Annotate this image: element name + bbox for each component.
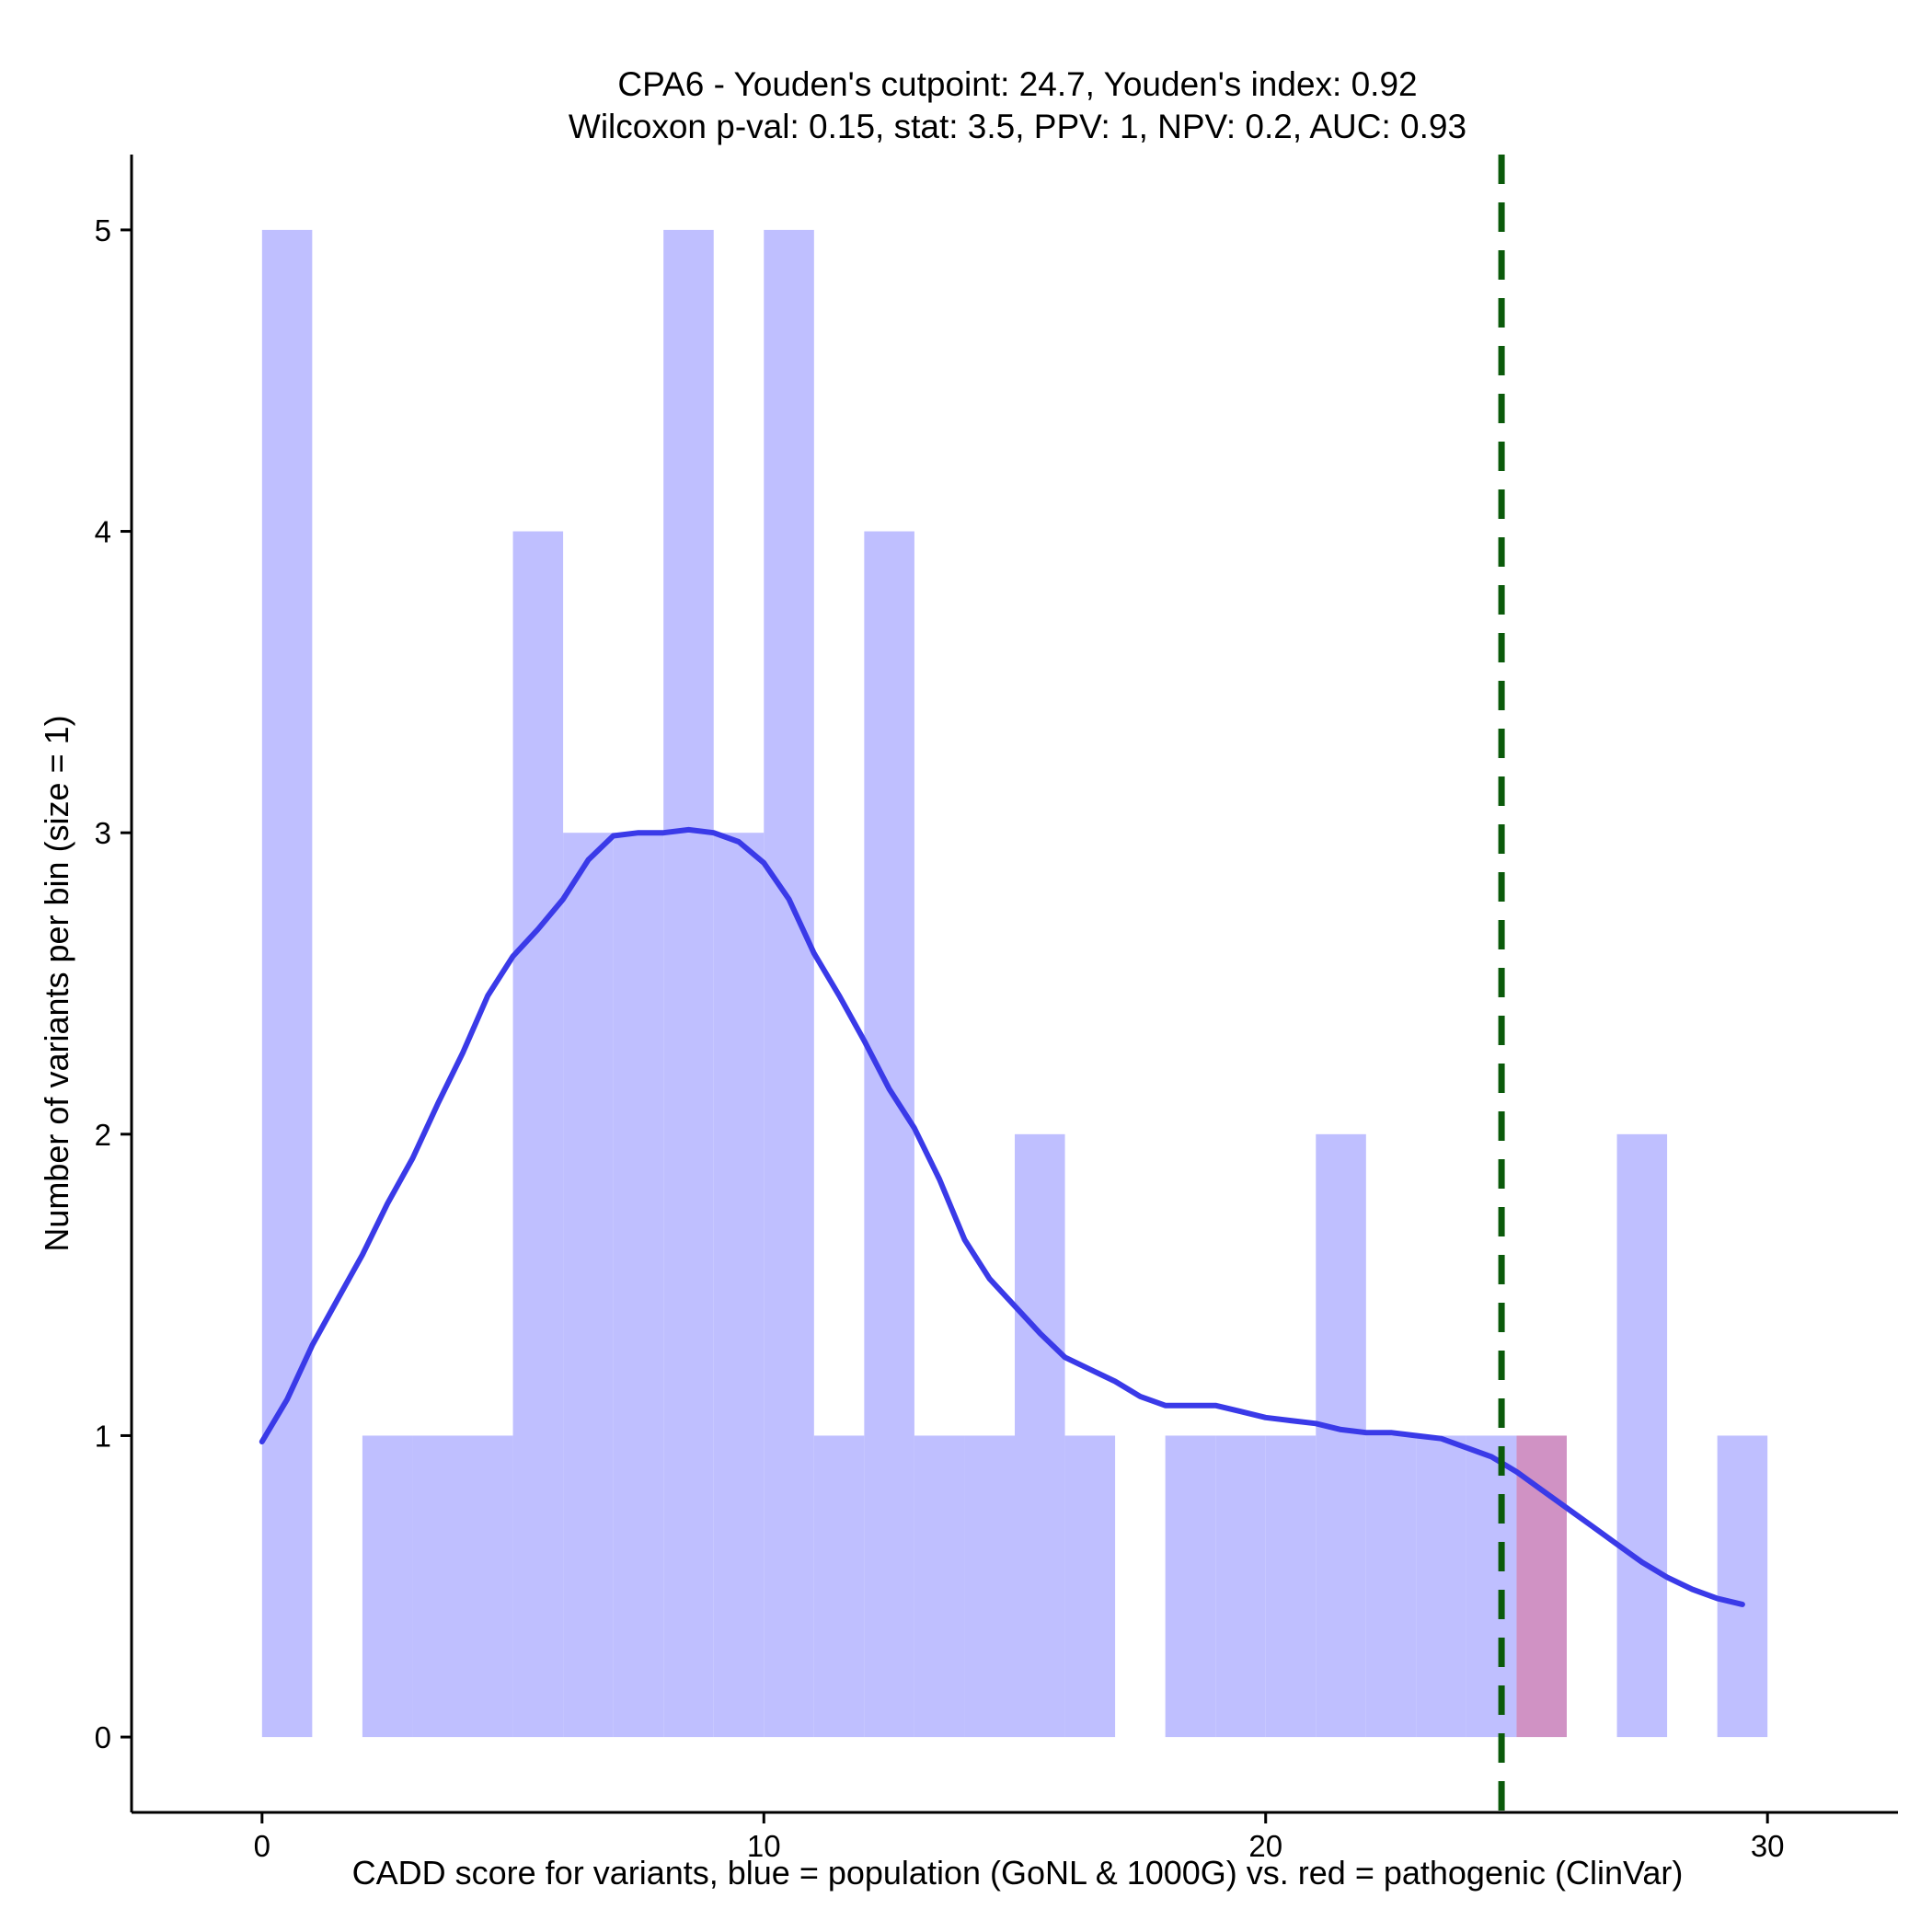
bars-layer: [261, 229, 1768, 1738]
bar-series0-bin-10: [764, 229, 814, 1738]
bar-series0-bin-13: [914, 1435, 965, 1738]
y-tick-label: 4: [95, 515, 111, 549]
axes-layer: [130, 155, 1898, 1814]
bar-series0-bin-24: [1466, 1435, 1517, 1738]
density-curve: [259, 826, 1745, 1607]
y-tick-label: 3: [95, 816, 111, 850]
bar-series0-bin-23: [1416, 1435, 1466, 1738]
x-axis-label: CADD score for variants, blue = populati…: [352, 1854, 1684, 1892]
bar-series0-bin-19: [1215, 1435, 1266, 1738]
bar-series0-bin-12: [864, 531, 914, 1738]
y-tick-label: 5: [95, 213, 111, 247]
bar-series0-bin-21: [1316, 1133, 1366, 1738]
density-curve-layer: [259, 826, 1745, 1607]
bar-series0-bin-18: [1165, 1435, 1216, 1738]
y-tick-label: 1: [95, 1419, 111, 1453]
y-tick-label: 0: [95, 1720, 111, 1754]
x-tick-label: 30: [1751, 1829, 1785, 1863]
y-axis-label: Number of variants per bin (size = 1): [38, 715, 75, 1251]
bar-series0-bin-2: [362, 1435, 413, 1738]
bar-series0-bin-3: [412, 1435, 463, 1738]
y-tick-label: 2: [95, 1118, 111, 1152]
x-tick-label: 0: [254, 1829, 270, 1863]
bar-series0-bin-15: [1015, 1133, 1065, 1738]
x-tick-label: 20: [1248, 1829, 1282, 1863]
ticks-layer: 0 10 20 30 0 1 2 3 4 5: [95, 213, 1785, 1863]
bar-series0-bin-20: [1265, 1435, 1317, 1738]
chart-subtitle: Wilcoxon p-val: 0.15, stat: 3.5, PPV: 1,…: [569, 108, 1466, 145]
bar-series0-bin-29: [1717, 1435, 1768, 1738]
bar-series0-bin-4: [463, 1435, 513, 1738]
bar-series0-bin-7: [613, 833, 664, 1738]
chart-title: CPA6 - Youden's cutpoint: 24.7, Youden's…: [617, 65, 1417, 103]
bar-series0-bin-27: [1616, 1133, 1668, 1738]
bar-series0-bin-9: [713, 833, 765, 1738]
bar-series0-bin-0: [261, 229, 313, 1738]
bar-series0-bin-5: [512, 531, 564, 1738]
bar-series0-bin-16: [1064, 1435, 1116, 1738]
bar-series0-bin-14: [964, 1435, 1015, 1738]
bar-series1-bin-25: [1516, 1435, 1567, 1738]
bar-series0-bin-22: [1365, 1435, 1417, 1738]
bar-series0-bin-8: [663, 229, 714, 1738]
bar-series0-bin-6: [563, 833, 614, 1738]
bar-series0-bin-11: [813, 1435, 865, 1738]
x-tick-label: 10: [747, 1829, 781, 1863]
